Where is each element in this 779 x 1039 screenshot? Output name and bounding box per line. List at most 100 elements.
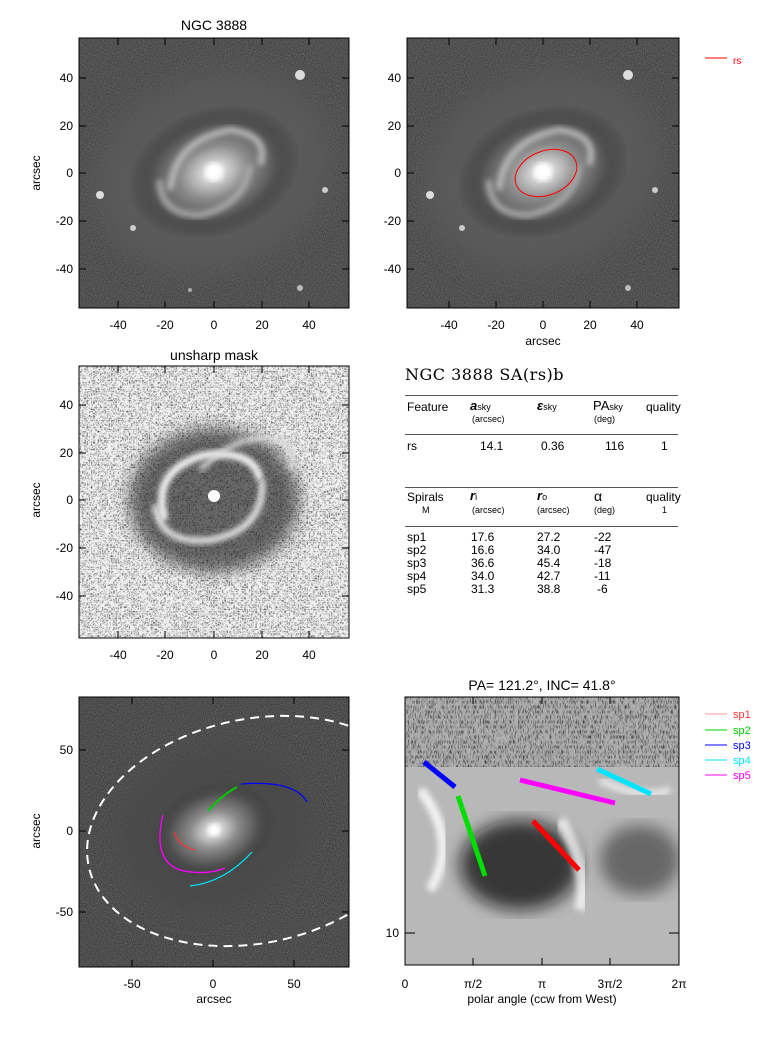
- table-title: NGC 3888 SA(rs)b: [405, 365, 565, 384]
- polar-rs-seg: [531, 819, 581, 872]
- legend-top: rs: [705, 56, 741, 67]
- legend-item-4: sp4: [733, 755, 751, 767]
- row-sp3-alpha: -18: [594, 556, 612, 570]
- p6-xtick-1: 0: [402, 977, 409, 991]
- legend-top-label: rs: [733, 56, 741, 67]
- row-sp2-alpha: -47: [594, 543, 612, 557]
- legend-item-2: sp2: [733, 725, 751, 737]
- legend-item-5: sp5: [733, 770, 751, 782]
- p6-ytick: 10: [386, 926, 400, 940]
- h2-ri-unit: (arcsec): [472, 505, 505, 515]
- rs-ellipse: [514, 148, 578, 198]
- row-sp3-ri: 36.6: [471, 556, 495, 570]
- panel-polar: [404, 696, 680, 966]
- legend-item-3: sp3: [733, 740, 751, 752]
- p2-ytick-1: 40: [388, 71, 402, 85]
- p1-ytick-1: 40: [60, 71, 74, 85]
- info-table: NGC 3888 SA(rs)b Feature asky (arcsec) ε…: [405, 365, 681, 596]
- p1-ytick-2: 20: [60, 119, 74, 133]
- p2-ytick-5: -40: [384, 262, 402, 276]
- p3-ytick-4: -20: [56, 541, 74, 555]
- p1-ytick-5: -40: [56, 262, 74, 276]
- h1-feature: Feature: [407, 400, 449, 414]
- p6-xtick-4: 3π/2: [598, 977, 623, 991]
- p3-ytick-3: 0: [66, 493, 73, 507]
- p6-xtick-5: 2π: [672, 977, 687, 991]
- panel-unsharp: [78, 365, 350, 639]
- p1-xtick-2: -20: [156, 318, 174, 332]
- row-rs-a: 14.1: [480, 439, 504, 453]
- h2-ro-unit: (arcsec): [537, 505, 570, 515]
- panel-image-2: [406, 37, 680, 309]
- row-sp1-alpha: -22: [594, 530, 612, 544]
- row-sp2-ri: 16.6: [471, 543, 495, 557]
- panel-image-arcs: [78, 696, 424, 968]
- p1-ytick-4: -20: [56, 214, 74, 228]
- row-sp4-name: sp4: [407, 569, 427, 583]
- h1-a-unit: (arcsec): [472, 414, 505, 424]
- row-rs-q: 1: [661, 439, 668, 453]
- h2-m: M: [422, 505, 430, 515]
- p3-ytick-5: -40: [56, 589, 74, 603]
- row-sp5-alpha: -6: [597, 582, 608, 596]
- row-sp1-ri: 17.6: [471, 530, 495, 544]
- p2-xtick-4: 20: [583, 318, 597, 332]
- row-rs-e: 0.36: [541, 439, 565, 453]
- row-sp2-ro: 34.0: [537, 543, 561, 557]
- p2-ytick-2: 20: [388, 119, 402, 133]
- p6-xtick-3: π: [538, 977, 546, 991]
- arc-sp4: [189, 851, 253, 887]
- p3-ylabel: arcsec: [29, 482, 43, 517]
- row-rs-feature: rs: [407, 439, 417, 453]
- arc-rs: [173, 831, 196, 851]
- p2-xtick-5: 40: [630, 318, 644, 332]
- p3-ytick-1: 40: [60, 398, 74, 412]
- h1-e: εsky: [537, 398, 557, 413]
- p5-xtick-1: -50: [123, 977, 141, 991]
- p1-ytick-3: 0: [66, 166, 73, 180]
- p3-xtick-2: -20: [156, 648, 174, 662]
- p2-xtick-1: -40: [440, 318, 458, 332]
- p5-ytick-3: -50: [56, 905, 74, 919]
- arc-sp1: [207, 786, 238, 812]
- p5-xtick-2: 0: [210, 977, 217, 991]
- arc-sp2: [240, 782, 308, 803]
- row-sp1-ro: 27.2: [537, 530, 561, 544]
- p6-title: PA= 121.2°, INC= 41.8°: [468, 677, 615, 693]
- tick-marks: [79, 38, 680, 967]
- h2-alpha: α: [594, 488, 603, 504]
- p3-xtick-3: 0: [211, 648, 218, 662]
- h2-alpha-unit: (deg): [594, 505, 616, 515]
- h1-pa: PAsky: [593, 398, 623, 413]
- h1-a: asky: [470, 398, 491, 413]
- p1-xtick-3: 0: [211, 318, 218, 332]
- p5-ylabel: arcsec: [29, 813, 43, 848]
- p6-xlabel: polar angle (ccw from West): [467, 992, 616, 1006]
- p1-xtick-5: 40: [302, 318, 316, 332]
- row-sp4-ro: 42.7: [537, 569, 561, 583]
- polar-sp5-seg: [519, 777, 616, 806]
- p3-ytick-2: 20: [60, 446, 74, 460]
- p5-ytick-1: 50: [60, 743, 74, 757]
- arc-sp5: [159, 814, 226, 874]
- p2-ytick-4: -20: [384, 214, 402, 228]
- h1-quality: quality: [646, 400, 681, 414]
- p1-xtick-1: -40: [109, 318, 127, 332]
- polar-sp3-seg: [422, 760, 457, 789]
- p2-ytick-3: 0: [394, 166, 401, 180]
- h2-quality: quality: [646, 490, 681, 504]
- p3-xtick-1: -40: [109, 648, 127, 662]
- polar-sp4-seg: [595, 766, 653, 797]
- polar-sp1-seg: [455, 795, 488, 877]
- p5-xtick-3: 50: [287, 977, 301, 991]
- p2-xlabel: arcsec: [525, 334, 560, 348]
- row-sp3-name: sp3: [407, 556, 427, 570]
- row-sp5-ro: 38.8: [537, 582, 561, 596]
- p3-title: unsharp mask: [170, 347, 259, 363]
- row-sp2-name: sp2: [407, 543, 427, 557]
- h1-pa-unit: (deg): [594, 414, 616, 424]
- row-sp5-ri: 31.3: [471, 582, 495, 596]
- legend-item-1: sp1: [733, 709, 751, 721]
- h2-quality-val: 1: [662, 505, 668, 515]
